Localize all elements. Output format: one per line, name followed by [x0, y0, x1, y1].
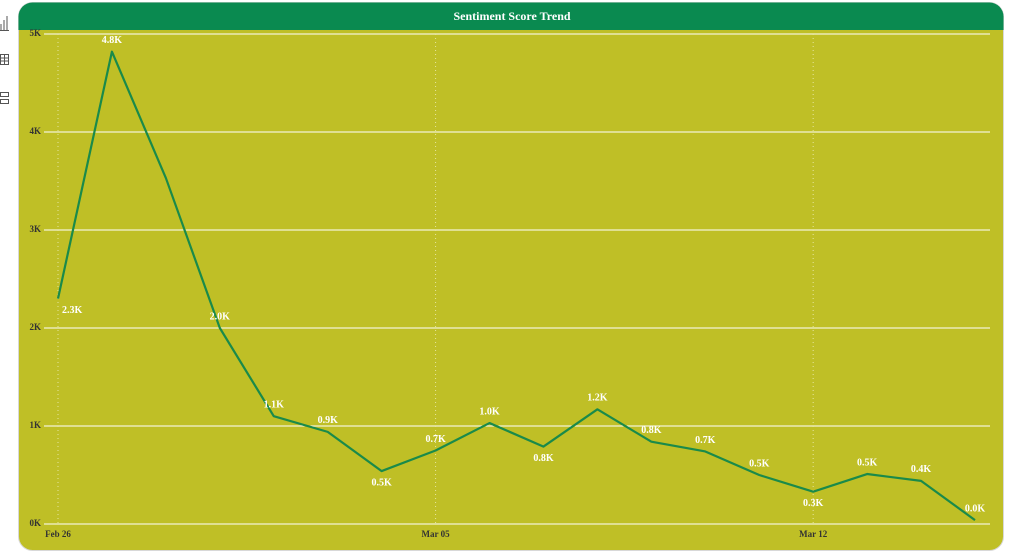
data-label: 0.5K: [857, 457, 878, 468]
data-label: 0.9K: [318, 415, 339, 426]
icon-matrix[interactable]: [0, 92, 9, 97]
data-label: 1.0K: [479, 406, 500, 417]
icon-bar[interactable]: [0, 16, 9, 31]
y-tick-label: 2K: [29, 322, 41, 332]
data-label: 0.0K: [965, 503, 986, 514]
data-label: 2.0K: [210, 311, 231, 322]
chart-title: Sentiment Score Trend: [453, 9, 570, 23]
x-tick-label: Mar 05: [422, 529, 451, 539]
side-icons: [0, 16, 9, 104]
data-label: 1.1K: [264, 399, 285, 410]
data-label: 0.5K: [749, 458, 770, 469]
y-tick-label: 4K: [29, 126, 41, 136]
data-label: 0.7K: [695, 435, 716, 446]
x-tick-label: Feb 26: [45, 529, 71, 539]
y-tick-label: 5K: [29, 28, 41, 38]
data-label: 0.5K: [372, 477, 393, 488]
card: [18, 2, 1004, 551]
data-label: 0.8K: [533, 453, 554, 464]
y-tick-label: 0K: [29, 518, 41, 528]
line-series: [56, 50, 976, 521]
data-label: 0.7K: [425, 434, 446, 445]
data-label: 0.3K: [803, 498, 824, 509]
card-header: [18, 2, 1004, 30]
data-label: 4.8K: [102, 35, 123, 46]
data-label: 0.8K: [641, 425, 662, 436]
x-tick-label: Mar 12: [799, 529, 828, 539]
data-label: 2.3K: [62, 305, 83, 316]
data-label: 0.4K: [911, 464, 932, 475]
y-tick-label: 1K: [29, 420, 41, 430]
data-label: 1.2K: [587, 393, 608, 404]
y-tick-label: 3K: [29, 224, 41, 234]
